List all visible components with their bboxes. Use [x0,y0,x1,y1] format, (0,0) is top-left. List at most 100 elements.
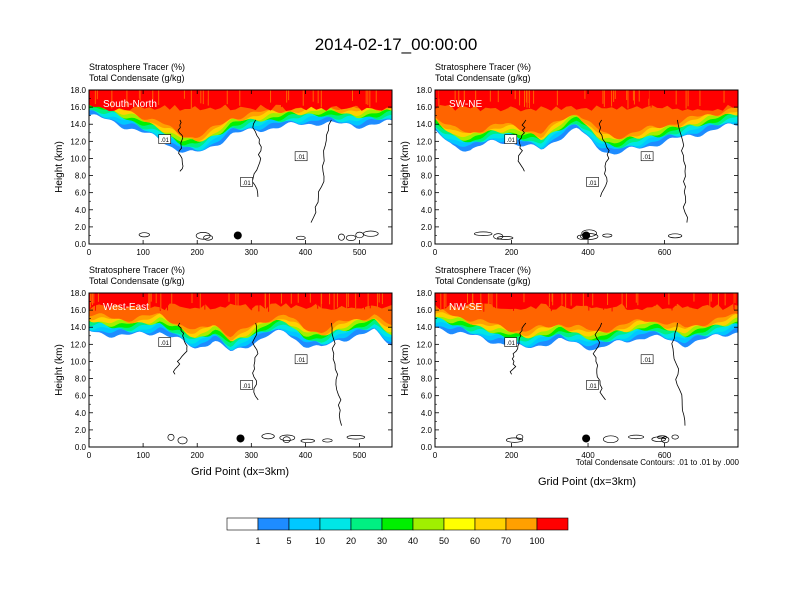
x-tick-label: 200 [191,451,205,460]
y-tick-label: 2.0 [421,426,433,435]
contour-label-box [158,134,172,144]
contour-label-box [294,151,308,162]
y-tick-label: 10.0 [70,357,86,366]
y-tick-label: 10.0 [416,357,432,366]
condensate-contour-low [515,434,524,440]
y-tick-label: 18.0 [416,289,432,298]
y-axis-title: Height (km) [400,344,411,396]
tracer-core-layer [89,90,392,112]
color-bar-swatch [350,517,383,531]
contour-label-box [504,134,518,144]
condensate-contour [592,322,606,401]
x-tick-label: 500 [353,248,367,257]
panel-subtitle-condensate: Total Condensate (g/kg) [435,73,531,83]
color-bar-swatch [226,517,259,531]
condensate-contour-low [338,233,345,241]
condensate-contour-low [177,436,188,445]
y-tick-label: 14.0 [416,323,432,332]
y-tick-label: 18.0 [70,289,86,298]
condensate-contour-low [296,235,306,241]
contour-note: Total Condensate Contours: .01 to .01 by… [576,458,740,467]
panel-name: SW-NE [449,99,482,110]
contour-label-box [294,354,308,365]
condensate-contour-low [651,436,666,442]
color-bar-label: 60 [470,536,480,546]
tracer-core-layer [89,293,392,311]
contour-label-box [640,354,654,365]
color-bar-swatch [412,517,445,531]
color-bar-swatch [443,517,476,531]
condensate-contour-low [602,233,613,238]
y-tick-label: 14.0 [416,120,432,129]
condensate-contour-low [671,434,679,440]
y-tick-label: 18.0 [70,86,86,95]
y-tick-label: 12.0 [70,137,86,146]
color-bar-swatch [474,517,507,531]
y-tick-label: 8.0 [75,172,87,181]
x-axis-title-left: Grid Point (dx=3km) [191,466,289,478]
y-tick-label: 2.0 [75,426,87,435]
y-tick-label: 16.0 [70,103,86,112]
condensate-contour [251,119,262,197]
y-axis-title: Height (km) [54,344,65,396]
tracer-core-layer [435,293,738,311]
location-marker [236,434,245,443]
contour-label-box [586,380,599,390]
y-tick-label: 10.0 [416,154,432,163]
condensate-contour-low [282,436,291,443]
y-tick-label: 12.0 [416,340,432,349]
color-bar-swatch [536,517,569,531]
x-tick-label: 300 [245,451,259,460]
x-tick-label: 400 [299,248,313,257]
condensate-contour [671,322,686,426]
figure-title: 2014-02-17_00:00:00 [315,35,478,54]
condensate-contour [509,322,527,375]
panel-subtitle-condensate: Total Condensate (g/kg) [435,276,531,286]
y-tick-label: 14.0 [70,120,86,129]
panel-subtitle-condensate: Total Condensate (g/kg) [89,276,185,286]
color-bar-label: 70 [501,536,511,546]
contour-label-box [158,337,172,347]
color-bar-swatch [505,517,538,531]
contour-label: .01 [242,181,251,187]
x-tick-label: 400 [581,248,595,257]
x-tick-label: 200 [505,451,519,460]
condensate-contour-low [628,434,645,440]
contour-label-box [504,337,518,347]
contour-label-box [586,177,599,187]
condensate-contour [517,119,527,172]
panel-subtitle-tracer: Stratosphere Tracer (%) [89,62,185,72]
y-tick-label: 6.0 [421,189,433,198]
condensate-contour-low [300,438,315,443]
y-tick-label: 8.0 [421,172,433,181]
contour-label: .01 [161,138,170,144]
y-tick-label: 6.0 [421,392,433,401]
condensate-contour-low [602,435,619,444]
color-bar-label: 50 [439,536,449,546]
condensate-contour-low [497,236,514,240]
condensate-contour-low [167,433,175,441]
panel-west-east: Stratosphere Tracer (%)Total Condensate … [54,265,393,460]
condensate-contour-low [493,233,504,240]
x-tick-label: 0 [87,248,92,257]
y-tick-label: 8.0 [421,375,433,384]
color-bar-label: 40 [408,536,418,546]
location-marker [233,231,242,240]
location-marker [582,231,591,240]
condensate-contour-low [505,437,524,443]
y-tick-label: 16.0 [416,306,432,315]
color-bar: 1 5 10 20 30 40 50 60 70 100 [226,517,569,546]
y-tick-label: 8.0 [75,375,87,384]
x-tick-label: 100 [136,248,150,257]
contour-label: .01 [507,341,516,347]
x-tick-label: 0 [433,451,438,460]
panel-nw-se: Stratosphere Tracer (%)Total Condensate … [400,265,739,460]
y-tick-label: 4.0 [421,409,433,418]
y-tick-label: 0.0 [75,240,87,249]
y-tick-label: 6.0 [75,189,87,198]
condensate-contour-low [473,231,493,236]
condensate-contour-low [203,234,214,241]
x-axis-title-right: Grid Point (dx=3km) [538,476,636,488]
panel-name: South-North [103,99,157,110]
